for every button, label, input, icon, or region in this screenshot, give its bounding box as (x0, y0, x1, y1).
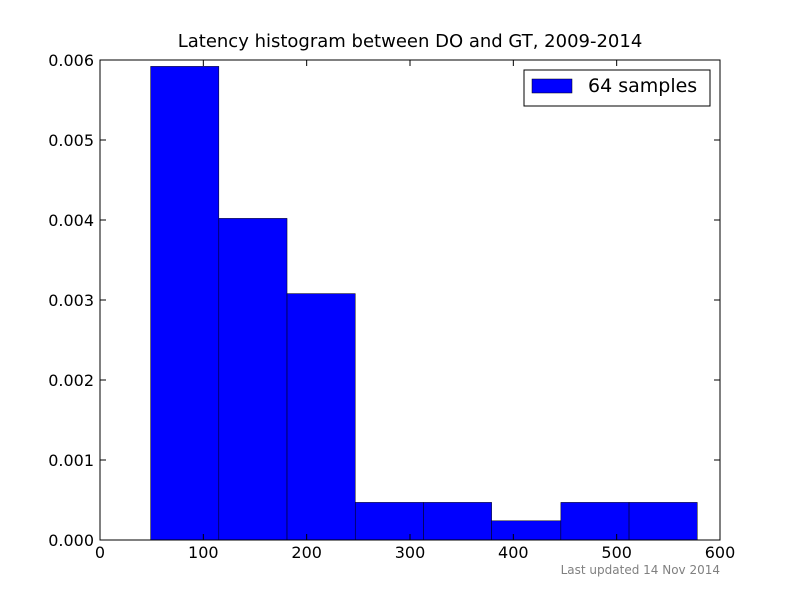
legend-label: 64 samples (588, 75, 697, 97)
y-tick-label: 0.006 (48, 51, 94, 70)
chart-title: Latency histogram between DO and GT, 200… (178, 31, 643, 52)
bar (150, 66, 220, 541)
y-tick-label: 0.002 (48, 371, 94, 390)
bar (491, 520, 562, 541)
annotation: Last updated 14 Nov 2014 (561, 563, 720, 577)
y-tick-label: 0.005 (48, 131, 94, 150)
y-tick-label: 0.003 (48, 291, 94, 310)
x-tick-label: 500 (601, 543, 632, 562)
x-tick-label: 300 (395, 543, 426, 562)
bar (218, 218, 288, 541)
bar (423, 502, 492, 541)
y-tick-label: 0.000 (48, 531, 94, 550)
x-tick-label: 600 (705, 543, 736, 562)
legend-swatch (531, 78, 573, 94)
bar (286, 293, 356, 541)
x-tick-label: 0 (95, 543, 105, 562)
y-tick-label: 0.004 (48, 211, 94, 230)
y-tick-label: 0.001 (48, 451, 94, 470)
bar (560, 502, 630, 541)
x-tick-label: 400 (498, 543, 529, 562)
x-tick-label: 100 (188, 543, 219, 562)
bar (628, 502, 698, 541)
bar (354, 502, 424, 541)
x-tick-label: 200 (291, 543, 322, 562)
